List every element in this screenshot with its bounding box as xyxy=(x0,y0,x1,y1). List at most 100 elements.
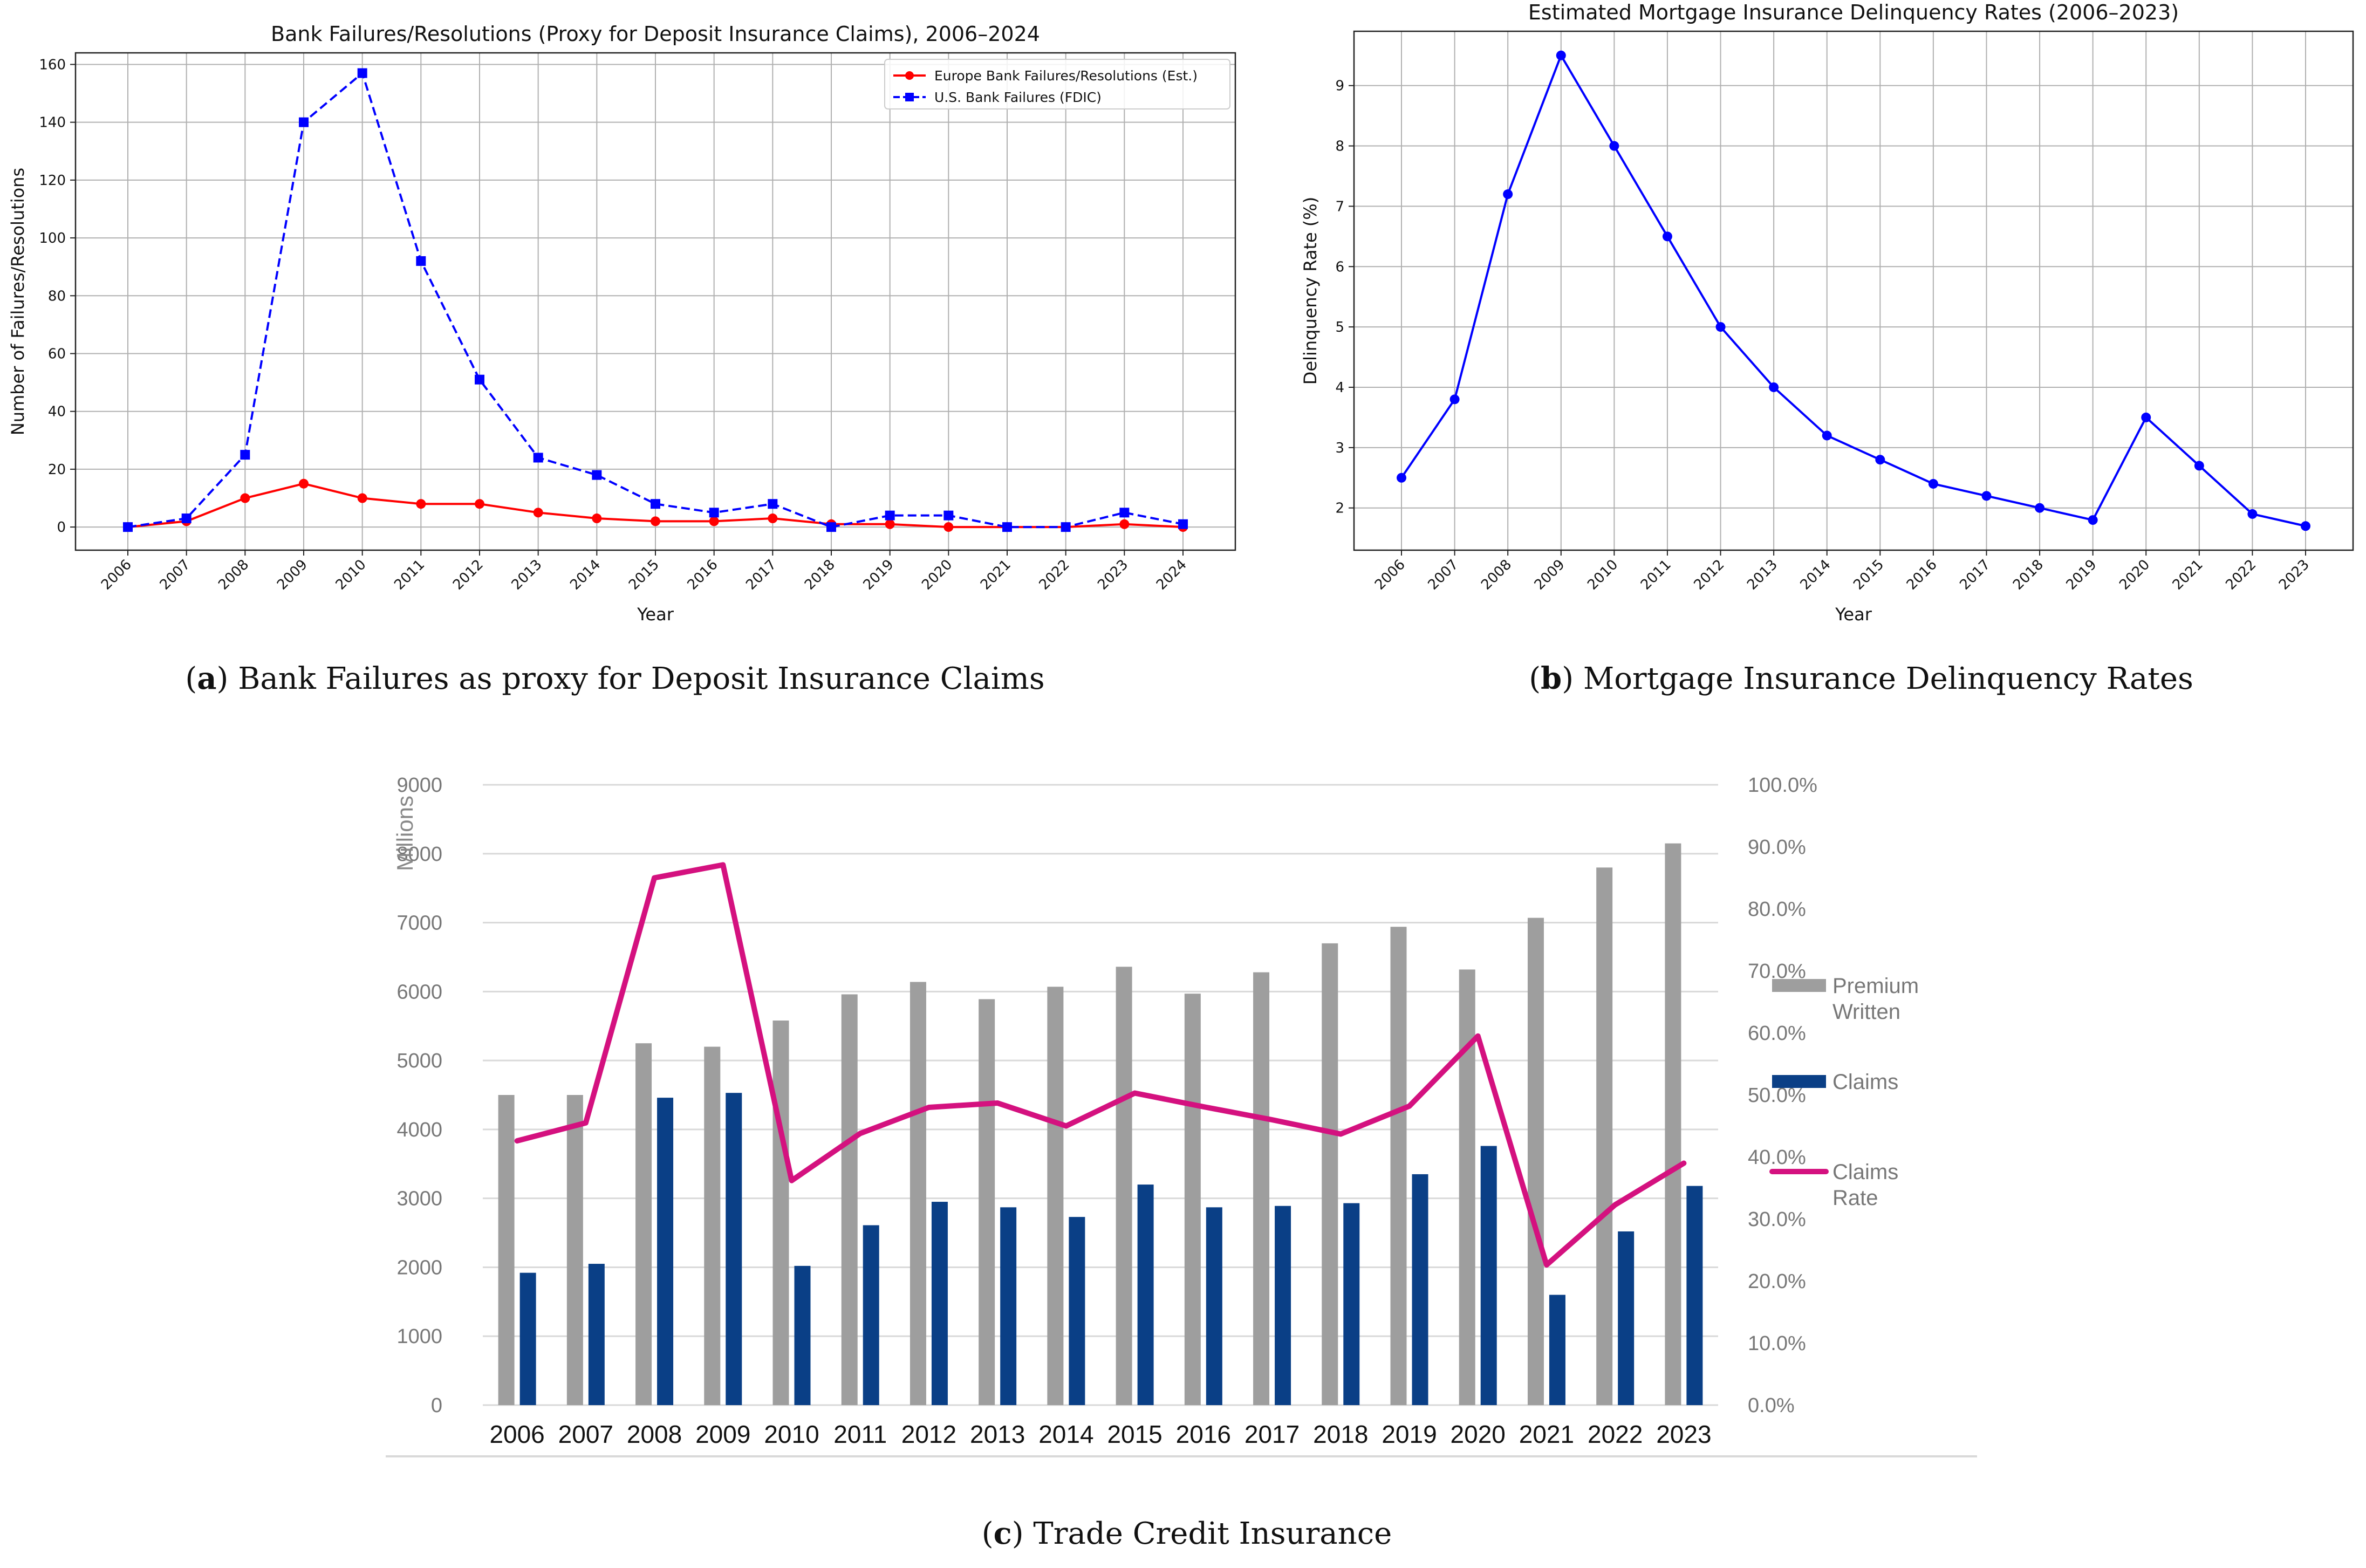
x-tick-label: 2016 xyxy=(1904,557,1940,593)
data-point xyxy=(943,510,954,521)
data-point xyxy=(885,510,895,521)
x-tick-label: 2019 xyxy=(860,557,897,593)
data-point xyxy=(1662,231,1672,242)
data-point xyxy=(2088,515,2098,525)
data-point xyxy=(475,374,484,385)
y-tick-label: 40 xyxy=(48,404,66,420)
bar-premium-written xyxy=(1253,972,1270,1405)
y-tick-label: 0 xyxy=(431,1394,442,1417)
x-tick-label: 2008 xyxy=(1478,557,1515,593)
x-tick-label: 2014 xyxy=(1038,1420,1093,1448)
bar-claims xyxy=(1275,1206,1291,1405)
y-tick-label: 5000 xyxy=(396,1050,442,1072)
bar-premium-written xyxy=(1596,867,1613,1405)
bar-claims xyxy=(931,1202,948,1405)
x-tick-label: 2017 xyxy=(1957,557,1993,593)
chart-b-panel: 2 3 4 5 6 7 8 9 2006 2007 2008 2009 2010 2011 2012 2013… xyxy=(1295,0,2366,626)
series-line xyxy=(1400,53,2306,528)
y-tick-label: 160 xyxy=(39,57,66,73)
bar-premium-written xyxy=(1459,969,1475,1405)
caption-c: (c) Trade Credit Insurance xyxy=(809,1516,1564,1551)
caption-c-tag: (c) xyxy=(981,1516,1024,1551)
legend-label: Claims xyxy=(1832,1160,1898,1184)
x-tick-label: 2021 xyxy=(1519,1420,1574,1448)
y-tick-label: 1000 xyxy=(396,1325,442,1348)
caption-a-tag: (a) xyxy=(185,661,229,696)
legend-marker xyxy=(905,93,914,101)
data-point xyxy=(1002,522,1012,532)
caption-a-text: Bank Failures as proxy for Deposit Insur… xyxy=(238,661,1045,696)
x-tick-label: 2022 xyxy=(2223,557,2259,593)
x-tick-label: 2010 xyxy=(1584,557,1621,593)
y-tick-label: 80 xyxy=(48,288,66,304)
y-tick-label: 6 xyxy=(1335,259,1344,275)
x-tick-label: 2009 xyxy=(274,557,311,593)
y2-tick-label: 40.0% xyxy=(1748,1146,1806,1169)
y-axis-label: Millions xyxy=(392,796,418,871)
bar-claims xyxy=(1137,1184,1154,1405)
data-point xyxy=(240,450,250,460)
legend-marker xyxy=(905,71,914,80)
bar-premium-written xyxy=(635,1043,652,1405)
bar-claims xyxy=(1206,1207,1222,1405)
x-tick-label: 2010 xyxy=(764,1420,819,1448)
x-tick-label: 2022 xyxy=(1588,1420,1643,1448)
x-tick-label: 2018 xyxy=(2010,557,2047,593)
x-tick-label: 2008 xyxy=(215,557,252,593)
data-point xyxy=(299,478,309,489)
data-point xyxy=(885,519,895,529)
data-point xyxy=(1449,394,1460,405)
x-tick-label: 2013 xyxy=(509,557,545,593)
y-tick-label: 0 xyxy=(57,519,66,536)
x-tick-label: 2022 xyxy=(1036,557,1073,593)
bar-claims xyxy=(519,1272,536,1405)
y2-tick-label: 80.0% xyxy=(1748,898,1806,921)
bar-premium-written xyxy=(1116,967,1132,1405)
y-axis-label: Delinquency Rate (%) xyxy=(1300,197,1321,385)
legend-label: Premium xyxy=(1832,974,1919,998)
y-tick-label: 2 xyxy=(1335,501,1344,517)
data-point xyxy=(826,522,836,532)
x-tick-label: 2023 xyxy=(1095,557,1131,593)
data-point xyxy=(768,513,778,524)
data-point xyxy=(533,508,543,518)
legend-label: Europe Bank Failures/Resolutions (Est.) xyxy=(934,68,1198,84)
x-tick-label: 2007 xyxy=(1425,557,1462,593)
data-point xyxy=(1119,508,1130,518)
bar-claims xyxy=(1000,1207,1017,1405)
y-tick-label: 8000 xyxy=(396,843,442,866)
x-tick-label: 2018 xyxy=(1313,1420,1368,1448)
x-tick-label: 2006 xyxy=(98,557,135,593)
caption-b: (b) Mortgage Insurance Delinquency Rates xyxy=(1403,661,2320,696)
y-tick-label: 5 xyxy=(1335,319,1344,335)
bar-claims xyxy=(1480,1146,1497,1405)
x-tick-label: 2014 xyxy=(567,557,604,593)
x-tick-label: 2009 xyxy=(1531,557,1568,593)
data-point xyxy=(416,499,426,509)
data-point xyxy=(357,493,367,503)
data-point xyxy=(533,453,543,463)
x-axis-label: Year xyxy=(1835,604,1872,625)
data-point xyxy=(709,516,719,526)
caption-b-text: Mortgage Insurance Delinquency Rates xyxy=(1583,661,2193,696)
chart-title: Estimated Mortgage Insurance Delinquency… xyxy=(1528,1,2179,24)
data-point xyxy=(357,68,367,78)
x-tick-label: 2010 xyxy=(333,557,370,593)
bar-claims xyxy=(588,1264,605,1405)
x-tick-label: 2018 xyxy=(802,557,838,593)
data-point xyxy=(943,522,954,532)
x-tick-label: 2021 xyxy=(977,557,1014,593)
legend-swatch xyxy=(1772,1075,1826,1088)
legend-swatch xyxy=(1772,979,1826,992)
x-tick-label: 2015 xyxy=(1850,557,1887,593)
data-point xyxy=(1178,519,1188,529)
bar-claims xyxy=(1069,1217,1085,1405)
x-tick-label: 2011 xyxy=(833,1420,887,1448)
y-tick-label: 140 xyxy=(39,115,66,131)
bar-claims xyxy=(726,1093,742,1405)
bar-premium-written xyxy=(1390,927,1407,1405)
bar-premium-written xyxy=(566,1095,583,1405)
data-point xyxy=(123,522,133,532)
x-tick-label: 2023 xyxy=(2276,557,2313,593)
x-tick-label: 2015 xyxy=(626,557,662,593)
